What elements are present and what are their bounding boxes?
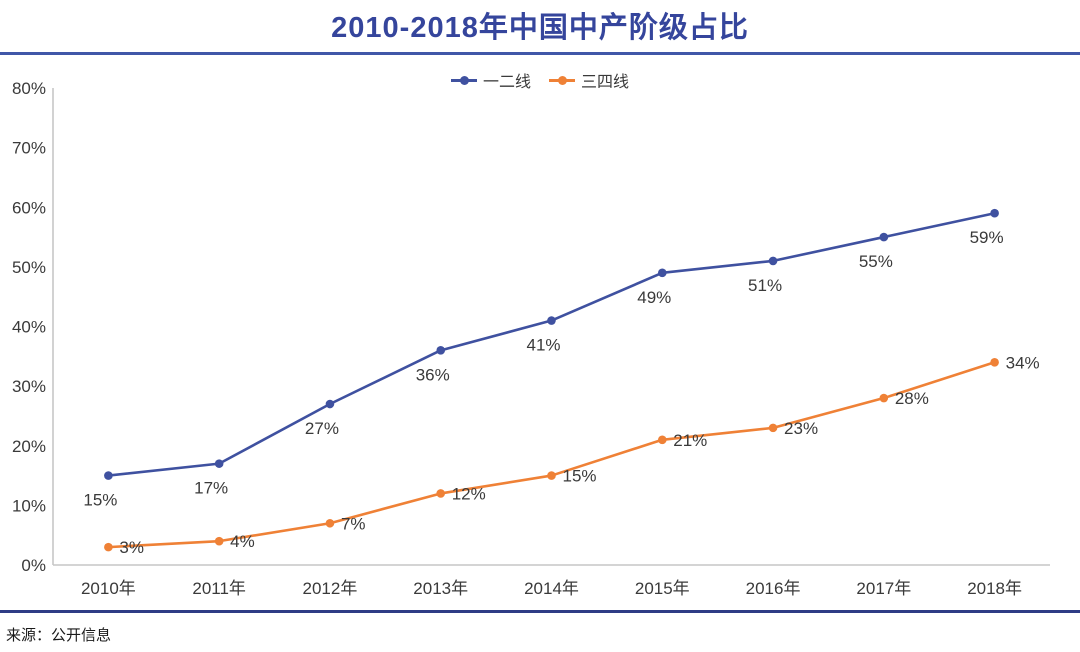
svg-text:55%: 55%	[859, 252, 893, 271]
svg-text:70%: 70%	[12, 139, 46, 158]
svg-text:20%: 20%	[12, 437, 46, 456]
svg-text:60%: 60%	[12, 198, 46, 217]
svg-text:23%: 23%	[784, 419, 818, 438]
svg-text:0%: 0%	[21, 556, 46, 575]
svg-text:59%: 59%	[970, 228, 1004, 247]
legend-item-series2: 三四线	[549, 68, 629, 92]
footer-divider	[0, 610, 1080, 613]
series1-line-marker-icon	[450, 75, 477, 85]
title-divider	[0, 52, 1080, 55]
legend-label-series2: 三四线	[581, 74, 630, 91]
svg-text:30%: 30%	[12, 377, 46, 396]
svg-text:3%: 3%	[119, 538, 144, 557]
svg-text:2016年: 2016年	[746, 579, 801, 598]
svg-text:10%: 10%	[12, 496, 46, 515]
svg-text:51%: 51%	[748, 276, 782, 295]
legend-label-series1: 一二线	[482, 74, 531, 91]
legend: 一二线 三四线	[0, 68, 1080, 92]
svg-text:2017年: 2017年	[856, 579, 911, 598]
svg-text:49%: 49%	[637, 288, 671, 307]
svg-text:2018年: 2018年	[967, 579, 1022, 598]
svg-text:21%: 21%	[673, 431, 707, 450]
svg-text:28%: 28%	[895, 389, 929, 408]
svg-text:50%: 50%	[12, 258, 46, 277]
legend-item-series1: 一二线	[450, 68, 531, 92]
svg-text:2011年: 2011年	[192, 579, 246, 598]
series2-line-marker-icon	[549, 75, 575, 85]
svg-text:2015年: 2015年	[635, 579, 690, 598]
svg-text:41%: 41%	[526, 336, 560, 355]
svg-text:17%: 17%	[194, 479, 228, 498]
svg-text:15%: 15%	[83, 491, 117, 510]
svg-text:12%: 12%	[452, 484, 486, 503]
svg-text:27%: 27%	[305, 419, 339, 438]
svg-text:2010年: 2010年	[81, 579, 136, 598]
svg-text:2012年: 2012年	[303, 579, 358, 598]
svg-text:15%: 15%	[563, 467, 597, 486]
svg-text:2014年: 2014年	[524, 579, 579, 598]
svg-text:2013年: 2013年	[413, 579, 468, 598]
source-note: 来源：公开信息	[6, 627, 112, 644]
svg-text:4%: 4%	[230, 532, 255, 551]
svg-text:40%: 40%	[12, 318, 46, 337]
svg-text:7%: 7%	[341, 514, 366, 533]
svg-text:80%: 80%	[12, 79, 46, 98]
chart-title: 2010-2018年中国中产阶级占比	[331, 12, 749, 44]
svg-text:36%: 36%	[416, 365, 450, 384]
svg-text:34%: 34%	[1006, 353, 1040, 372]
